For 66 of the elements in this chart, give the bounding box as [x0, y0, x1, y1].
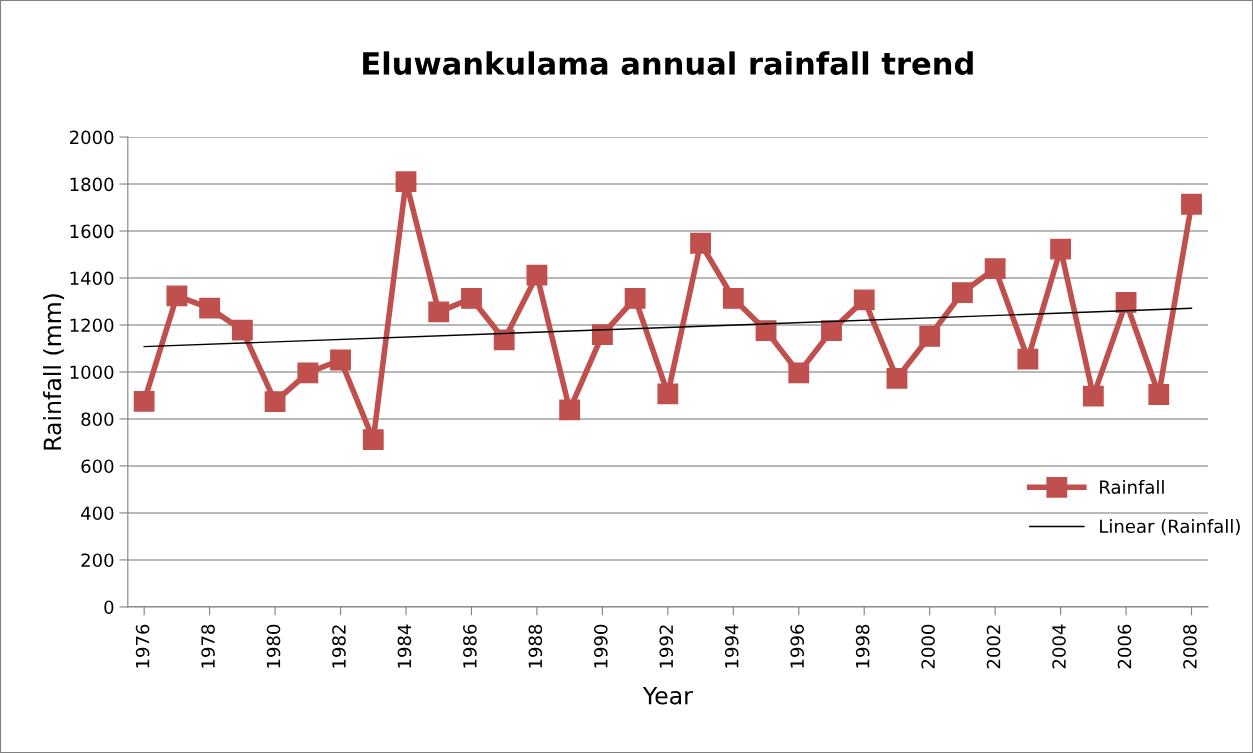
- x-tick-label: 2000: [921, 624, 935, 669]
- point: [1082, 385, 1104, 407]
- point: [952, 282, 973, 303]
- y-tick-label: 600: [81, 459, 114, 474]
- point: [231, 319, 253, 341]
- point: [984, 258, 1006, 280]
- point: [1017, 348, 1039, 370]
- x-tick-label: 1976: [135, 624, 150, 668]
- x-tick-label: 1992: [659, 625, 674, 668]
- y-tick-label: 800: [81, 412, 114, 427]
- y-tick-label: 1800: [70, 177, 114, 192]
- x-tick-label: 1996: [790, 624, 805, 668]
- chart-title: Eluwankulama annual rainfall trend: [363, 51, 973, 75]
- x-tick-label: 1994: [724, 624, 739, 668]
- point: [264, 391, 286, 413]
- point: [133, 390, 155, 412]
- point: [722, 288, 744, 309]
- x-tick-label: 1990: [593, 624, 608, 668]
- x-tick-label: 2004: [1052, 624, 1066, 669]
- y-tick-label: 1400: [70, 271, 114, 286]
- point: [591, 324, 613, 346]
- x-tick-label: 1986: [463, 624, 477, 668]
- x-tick-label: 1982: [332, 625, 346, 668]
- point: [690, 232, 711, 254]
- x-tick-label: 1980: [266, 624, 281, 668]
- point: [330, 349, 351, 371]
- legend-label: Rainfall: [1100, 479, 1164, 494]
- y-tick-label: 1200: [70, 318, 114, 333]
- point: [919, 325, 941, 347]
- y-tick-label: 400: [81, 506, 114, 521]
- point: [362, 429, 384, 451]
- x-tick-label: 1978: [201, 624, 215, 668]
- x-tick-label: 1998: [855, 624, 870, 668]
- x-tick-label: 2006: [1117, 624, 1132, 669]
- point: [461, 288, 482, 309]
- point: [657, 383, 679, 405]
- x-tick-label: 1984: [397, 624, 412, 668]
- point: [493, 329, 515, 351]
- y-tick-label: 1000: [70, 365, 114, 380]
- point: [395, 171, 417, 193]
- x-axis-title: Year: [642, 686, 693, 705]
- point: [624, 288, 646, 309]
- point: [166, 285, 188, 307]
- point: [297, 362, 319, 384]
- point: [428, 301, 450, 323]
- point: [559, 399, 581, 421]
- point: [1050, 238, 1072, 260]
- x-tick-label: 2002: [986, 625, 1001, 669]
- y-tick-label: 2000: [69, 130, 114, 145]
- point: [821, 320, 842, 342]
- x-tick-label: 1988: [528, 624, 543, 668]
- point: [886, 367, 908, 389]
- y-tick-label: 200: [81, 553, 114, 568]
- point: [199, 297, 221, 319]
- point: [1148, 384, 1170, 405]
- point: [1115, 292, 1137, 313]
- point: [1181, 193, 1202, 215]
- legend-label: Linear (Rainfall): [1100, 519, 1240, 536]
- point: [755, 320, 777, 342]
- y-tick-label: 1600: [70, 224, 114, 239]
- point: [788, 362, 810, 384]
- point: [526, 264, 548, 286]
- y-axis-title: Rainfall (mm): [43, 294, 65, 450]
- point: [853, 289, 875, 311]
- y-tick-label: 0: [104, 600, 114, 615]
- x-tick-label: 2008: [1183, 624, 1197, 669]
